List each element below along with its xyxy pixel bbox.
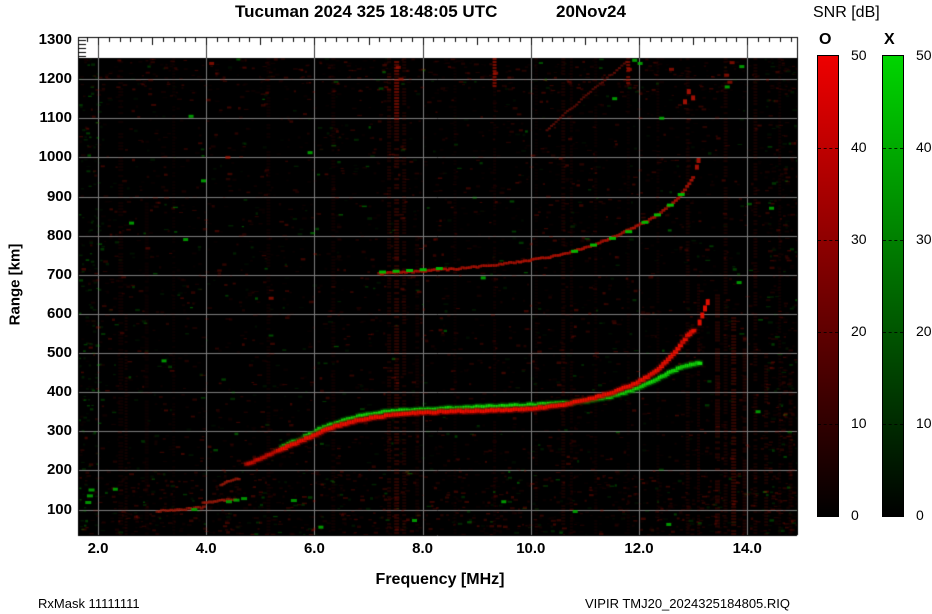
x-axis-tick-label: 12.0 [624,540,654,557]
colorbar-x-tick-label: 50 [916,47,932,63]
x-axis-title: Frequency [MHz] [375,571,505,588]
y-axis-tick-label: 1100 [39,109,72,127]
y-axis-tick-label: 700 [46,265,72,283]
colorbar-o-tick-label: 40 [851,139,867,155]
colorbar-tick-mark [883,148,903,149]
colorbar-tick-mark [883,332,903,333]
colorbar-tick-mark [883,424,903,425]
y-axis-title: Range [km] [6,243,24,326]
x-axis-tick-label: 14.0 [732,540,762,557]
colorbar-title: SNR [dB] [813,4,880,21]
y-axis-tick-label: 1200 [38,70,72,88]
x-mode-colorbar [882,55,904,517]
colorbar-tick-mark [818,240,838,241]
colorbar-tick-mark [818,332,838,333]
colorbar-o-mode-label: O [819,31,832,48]
colorbar-x-tick-label: 0 [916,507,924,523]
colorbar-o-tick-label: 10 [851,415,867,431]
y-axis-tick-label: 400 [46,383,72,401]
colorbar-tick-mark [818,148,838,149]
rxmask-status: RxMask 11111111 [38,596,140,611]
colorbar-x-tick-label: 40 [916,139,932,155]
y-axis-tick-label: 300 [46,422,72,440]
x-axis-tick-label: 6.0 [303,540,325,557]
o-mode-colorbar [817,55,839,517]
x-axis-tick-label: 8.0 [412,540,434,557]
colorbar-tick-mark [883,240,903,241]
colorbar-o-tick-label: 50 [851,47,867,63]
colorbar-tick-mark [818,424,838,425]
y-axis-tick-label: 1000 [38,148,72,166]
y-axis-tick-label: 600 [46,304,72,322]
page-title: Tucuman 2024 325 18:48:05 UTC [235,2,498,21]
colorbar-o-tick-label: 30 [851,231,867,247]
colorbar-x-mode-label: X [884,31,895,48]
y-axis-tick-label: 800 [46,226,72,244]
colorbar-x-tick-label: 10 [916,415,932,431]
colorbar-x-tick-label: 20 [916,323,932,339]
colorbar-o-tick-label: 0 [851,507,859,523]
y-axis-tick-label: 200 [46,461,72,479]
colorbar-x-tick-label: 30 [916,231,932,247]
data-filename: VIPIR TMJ20_2024325184805.RIQ [585,596,791,611]
y-axis-tick-label: 1300 [38,30,72,48]
x-axis-tick-label: 2.0 [87,540,109,557]
y-axis-tick-label: 900 [46,187,72,205]
x-axis-tick-label: 4.0 [195,540,217,557]
page-date: 20Nov24 [556,2,626,21]
y-axis-tick-label: 500 [46,344,72,362]
x-axis-tick-label: 10.0 [516,540,546,557]
y-axis-tick-label: 100 [46,500,72,518]
colorbar-o-tick-label: 20 [851,323,867,339]
